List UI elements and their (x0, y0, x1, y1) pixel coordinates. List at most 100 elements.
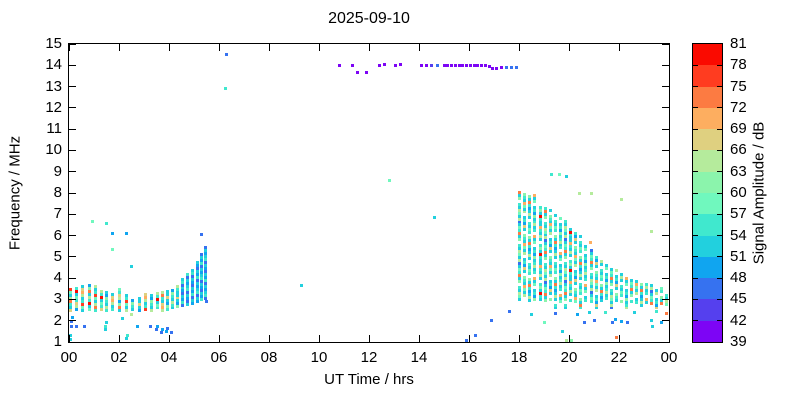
data-point (600, 293, 603, 296)
data-point (150, 299, 153, 303)
data-point (522, 219, 526, 223)
x-tick-label: 10 (310, 349, 328, 366)
data-point (75, 298, 78, 302)
data-point (527, 269, 531, 273)
data-point (200, 294, 203, 298)
data-point (527, 281, 531, 285)
data-point (573, 237, 577, 241)
data-point (543, 227, 547, 231)
data-point (635, 292, 638, 296)
data-point (548, 289, 552, 292)
data-point (181, 304, 185, 308)
data-point (196, 270, 200, 274)
data-point (578, 240, 582, 244)
data-point (557, 173, 561, 177)
colorbar-tick-mark (693, 235, 698, 237)
data-point (548, 297, 552, 301)
data-point (645, 298, 648, 302)
data-point (155, 327, 158, 331)
data-point (532, 205, 536, 209)
colorbar-segment (693, 171, 722, 193)
data-point (553, 240, 557, 244)
data-point (522, 261, 526, 265)
data-point (87, 292, 91, 296)
data-point (548, 280, 552, 283)
data-point (590, 191, 593, 195)
data-point (590, 291, 593, 295)
y-tick-label: 13 (45, 77, 62, 95)
data-point (578, 303, 582, 307)
data-point (532, 250, 536, 254)
data-point (625, 291, 628, 295)
data-point (425, 63, 428, 67)
data-point (620, 273, 623, 277)
data-point (522, 192, 526, 196)
data-point (605, 285, 608, 289)
data-point (655, 291, 658, 295)
colorbar-tick-label: 54 (730, 226, 747, 244)
data-point (635, 289, 638, 293)
data-point (522, 198, 526, 202)
x-tick-mark (218, 44, 220, 51)
data-point (143, 292, 147, 296)
data-point (203, 267, 207, 271)
data-point (538, 244, 542, 248)
x-tick-label: 00 (60, 349, 78, 366)
colorbar-tick-mark (717, 256, 722, 258)
data-point (476, 63, 480, 67)
y-tick-mark (662, 192, 669, 194)
data-point (583, 254, 587, 258)
data-point (532, 283, 536, 286)
data-point (583, 245, 587, 249)
data-point (573, 261, 577, 265)
data-point (420, 63, 423, 67)
data-point (137, 302, 141, 306)
data-point (573, 234, 577, 238)
data-point (578, 243, 582, 247)
data-point (578, 291, 582, 295)
data-point (527, 221, 531, 225)
data-point (125, 299, 128, 303)
data-point (548, 241, 552, 245)
data-point (166, 295, 170, 299)
colorbar-segment (693, 150, 722, 172)
data-point (563, 240, 567, 244)
data-point (143, 298, 147, 302)
data-point (156, 300, 160, 304)
data-point (543, 254, 547, 258)
data-point (590, 273, 593, 277)
data-point (203, 293, 207, 297)
data-point (660, 321, 663, 325)
data-point (166, 307, 170, 311)
data-point (137, 305, 141, 309)
y-tick-mark (69, 64, 76, 66)
data-point (196, 297, 200, 301)
data-point (568, 281, 572, 285)
data-point (620, 285, 623, 289)
colorbar-tick-label: 45 (730, 290, 747, 308)
data-point (196, 300, 200, 304)
data-point (600, 269, 603, 273)
data-point (191, 275, 195, 279)
data-point (93, 296, 97, 300)
colorbar-segment (693, 192, 722, 215)
data-point (605, 297, 608, 301)
data-point (200, 286, 203, 289)
data-point (117, 290, 121, 294)
data-point (568, 293, 572, 296)
colorbar-tick-mark (717, 149, 722, 151)
data-point (595, 303, 598, 307)
y-tick-label: 9 (53, 162, 62, 180)
data-point (517, 277, 521, 281)
y-tick-mark (69, 86, 76, 88)
data-point (543, 272, 547, 276)
data-point (81, 293, 85, 297)
data-point (517, 205, 521, 209)
data-point (156, 303, 160, 307)
data-point (538, 205, 542, 209)
x-axis-label: UT Time / hrs (324, 371, 414, 388)
y-tick-mark (662, 44, 669, 45)
data-point (527, 212, 531, 216)
data-point (522, 210, 526, 214)
data-point (105, 222, 108, 226)
